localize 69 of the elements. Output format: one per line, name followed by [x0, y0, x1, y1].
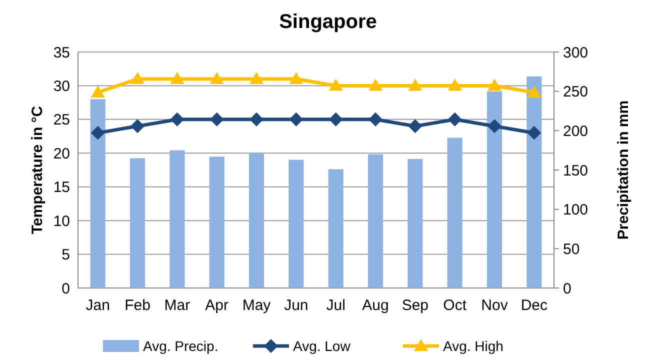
point: [170, 112, 184, 126]
y2-tick-label: 300: [563, 44, 588, 62]
legend-label: Avg. Low: [293, 338, 352, 354]
x-tick-label: Feb: [124, 297, 150, 314]
x-tick-label: Jun: [284, 297, 308, 314]
x-tick-label: Sep: [402, 297, 429, 314]
x-tick-label: May: [242, 297, 272, 314]
legend-label: Avg. Precip.: [143, 338, 218, 354]
bar: [368, 154, 384, 288]
point: [328, 112, 343, 126]
point: [210, 72, 224, 84]
point: [130, 119, 144, 134]
point: [488, 119, 502, 134]
y-tick-label: 10: [53, 212, 70, 230]
point: [210, 112, 224, 126]
point: [250, 112, 264, 126]
bar: [447, 138, 462, 288]
y-tick-label: 5: [62, 246, 70, 264]
point: [527, 126, 542, 140]
bar: [209, 156, 224, 288]
y2-tick-label: 0: [563, 280, 572, 298]
bar: [526, 76, 542, 288]
point: [90, 85, 105, 98]
bar: [328, 169, 344, 288]
y-axis-title: Temperature in °C: [29, 106, 46, 234]
point: [289, 72, 304, 84]
point: [90, 126, 105, 140]
point: [368, 78, 382, 91]
y-tick-label: 30: [53, 78, 70, 95]
point: [130, 72, 144, 84]
bar: [130, 158, 146, 288]
bar: [90, 99, 106, 288]
x-tick-label: Jul: [326, 297, 346, 314]
bar: [248, 152, 264, 288]
bar: [288, 160, 304, 288]
x-tick-label: Nov: [481, 297, 508, 314]
point: [170, 72, 184, 84]
x-tick-label: Jan: [86, 297, 110, 314]
y2-tick-label: 50: [563, 240, 580, 258]
x-tick-label: Aug: [362, 297, 389, 314]
point: [289, 112, 304, 126]
y2-tick-label: 250: [563, 84, 588, 101]
bar: [408, 158, 423, 288]
point: [408, 78, 422, 91]
y-tick-label: 20: [53, 145, 70, 162]
point: [488, 78, 502, 91]
y-tick-label: 0: [62, 280, 70, 298]
y-tick-label: 15: [53, 179, 70, 196]
point: [448, 78, 462, 91]
point: [250, 72, 264, 84]
point: [448, 112, 462, 126]
point: [368, 112, 382, 126]
x-tick-label: Mar: [164, 297, 190, 314]
point: [527, 85, 542, 98]
y2-tick-label: 150: [563, 162, 588, 180]
x-tick-label: Oct: [443, 297, 468, 314]
y2-axis-title: Precipitation in mm: [615, 100, 632, 240]
y2-tick-label: 200: [563, 122, 588, 140]
x-tick-label: Apr: [205, 297, 229, 314]
y2-tick-label: 100: [563, 202, 588, 219]
bar: [486, 91, 502, 288]
point: [408, 119, 422, 134]
y-tick-label: 35: [53, 44, 70, 62]
chart-title: Singapore: [279, 11, 377, 33]
y-tick-label: 25: [53, 112, 70, 129]
legend-label: Avg. High: [443, 338, 504, 354]
point: [328, 78, 343, 91]
bar: [170, 150, 185, 288]
x-tick-label: Dec: [520, 297, 548, 314]
